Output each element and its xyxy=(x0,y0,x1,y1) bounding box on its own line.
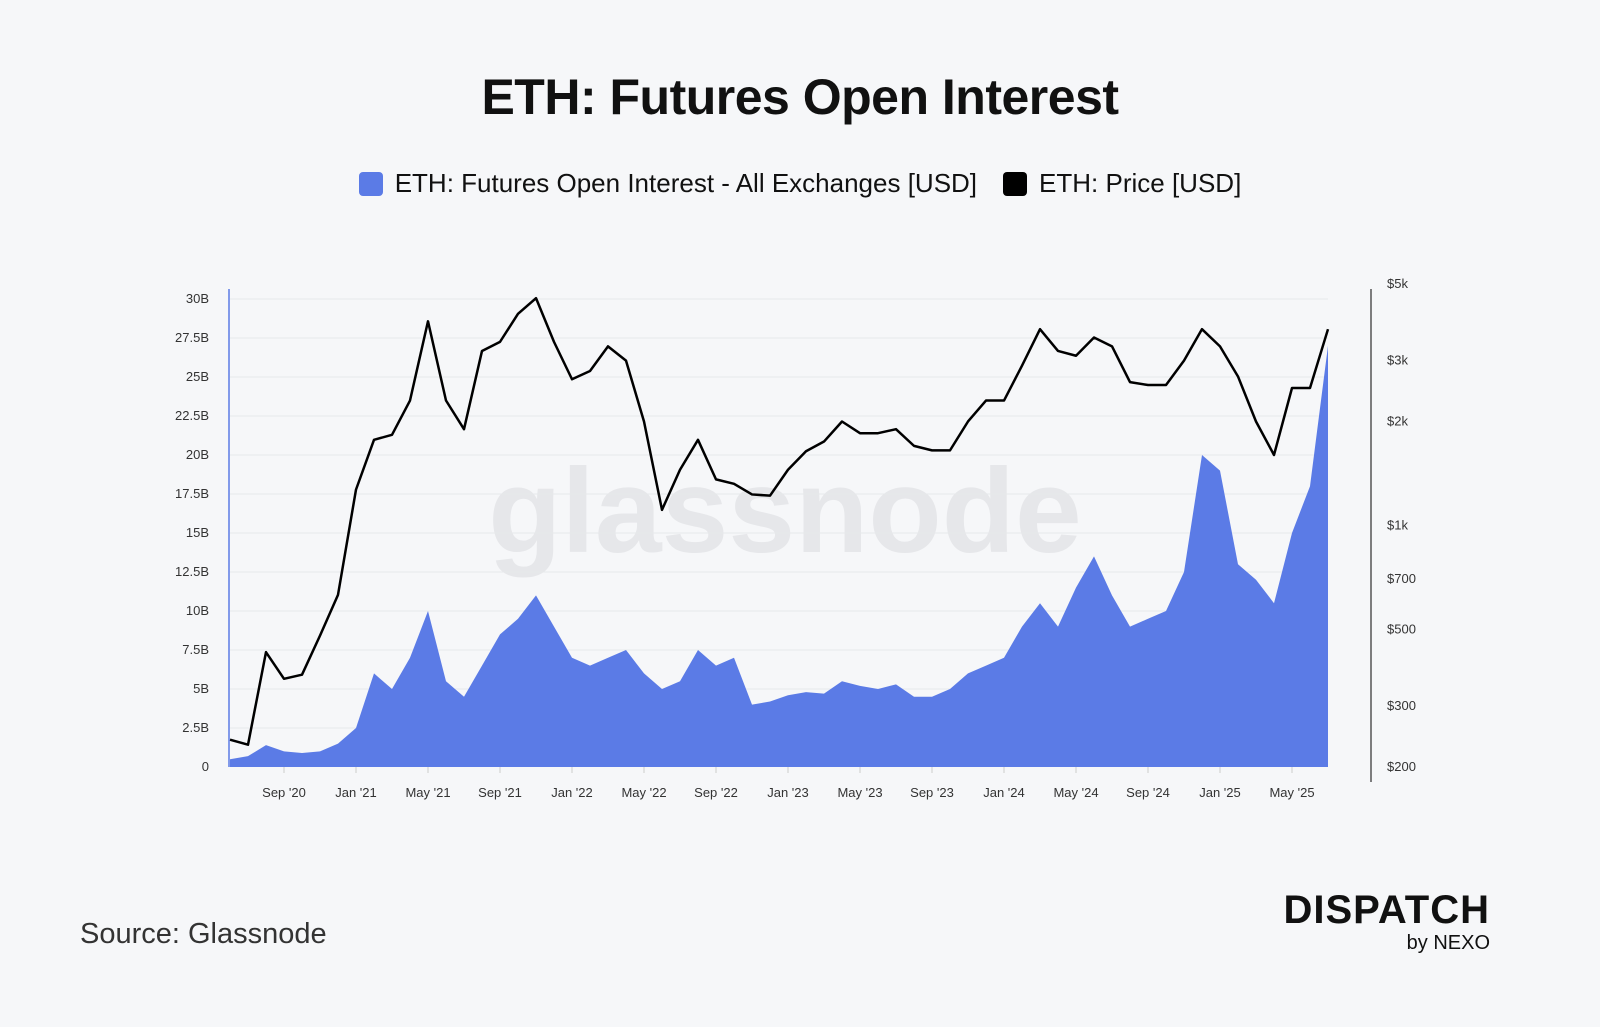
legend-label-price: ETH: Price [USD] xyxy=(1039,168,1242,198)
x-tick-label: May '22 xyxy=(621,785,666,800)
y-tick-label-left: 20B xyxy=(186,447,209,462)
legend-item-open-interest[interactable]: ETH: Futures Open Interest - All Exchang… xyxy=(358,168,978,199)
open-interest-area xyxy=(230,345,1328,767)
y-tick-label-left: 22.5B xyxy=(175,408,209,423)
legend-swatch-open-interest xyxy=(358,171,383,196)
legend-label-open-interest: ETH: Futures Open Interest - All Exchang… xyxy=(394,168,978,198)
brand-name: DISPATCH xyxy=(1283,888,1490,932)
y-tick-label-right: $200 xyxy=(1387,759,1416,774)
watermark: glassnode xyxy=(488,444,1082,578)
x-tick-label: Sep '24 xyxy=(1126,785,1170,800)
y-tick-label-left: 5B xyxy=(193,681,209,696)
y-tick-label-left: 2.5B xyxy=(182,720,209,735)
y-tick-label-left: 7.5B xyxy=(182,642,209,657)
y-tick-label-left: 17.5B xyxy=(175,486,209,501)
y-tick-label-right: $300 xyxy=(1387,698,1416,713)
x-tick-label: May '23 xyxy=(837,785,882,800)
brand-sub: by NEXO xyxy=(1406,932,1490,954)
y-tick-label-right: $5k xyxy=(1387,276,1408,291)
y-tick-label-right: $500 xyxy=(1387,622,1416,637)
x-tick-label: Sep '22 xyxy=(694,785,738,800)
y-tick-label-left: 10B xyxy=(186,603,209,618)
x-tick-label: Jan '21 xyxy=(335,785,377,800)
price-line xyxy=(229,296,1330,746)
y-tick-label-right: $700 xyxy=(1387,571,1416,586)
y-tick-label-left: 30B xyxy=(186,291,209,306)
x-tick-label: Sep '23 xyxy=(910,785,954,800)
source-note: Source: Glassnode xyxy=(80,918,327,950)
y-tick-label-right: $2k xyxy=(1387,413,1408,428)
x-tick-label: May '25 xyxy=(1269,785,1314,800)
x-tick-label: Jan '24 xyxy=(983,785,1025,800)
y-tick-label-right: $3k xyxy=(1387,353,1408,368)
y-tick-label-left: 27.5B xyxy=(175,330,209,345)
chart-title: ETH: Futures Open Interest xyxy=(481,69,1119,125)
y-tick-label-left: 15B xyxy=(186,525,209,540)
y-tick-label-left: 25B xyxy=(186,369,209,384)
y-tick-label-left: 12.5B xyxy=(175,564,209,579)
legend: ETH: Futures Open Interest - All Exchang… xyxy=(0,168,1600,199)
x-tick-label: Sep '20 xyxy=(262,785,306,800)
x-tick-label: Jan '25 xyxy=(1199,785,1241,800)
brand-logo: DISPATCH by NEXO xyxy=(1283,890,1490,955)
legend-item-price[interactable]: ETH: Price [USD] xyxy=(1003,168,1241,199)
x-tick-label: May '24 xyxy=(1053,785,1098,800)
x-tick-label: May '21 xyxy=(405,785,450,800)
y-tick-label-left: 0 xyxy=(202,759,209,774)
y-tick-label-right: $1k xyxy=(1387,518,1408,533)
x-tick-label: Jan '23 xyxy=(767,785,809,800)
legend-swatch-price xyxy=(1003,171,1028,196)
x-tick-label: Jan '22 xyxy=(551,785,593,800)
x-tick-label: Sep '21 xyxy=(478,785,522,800)
